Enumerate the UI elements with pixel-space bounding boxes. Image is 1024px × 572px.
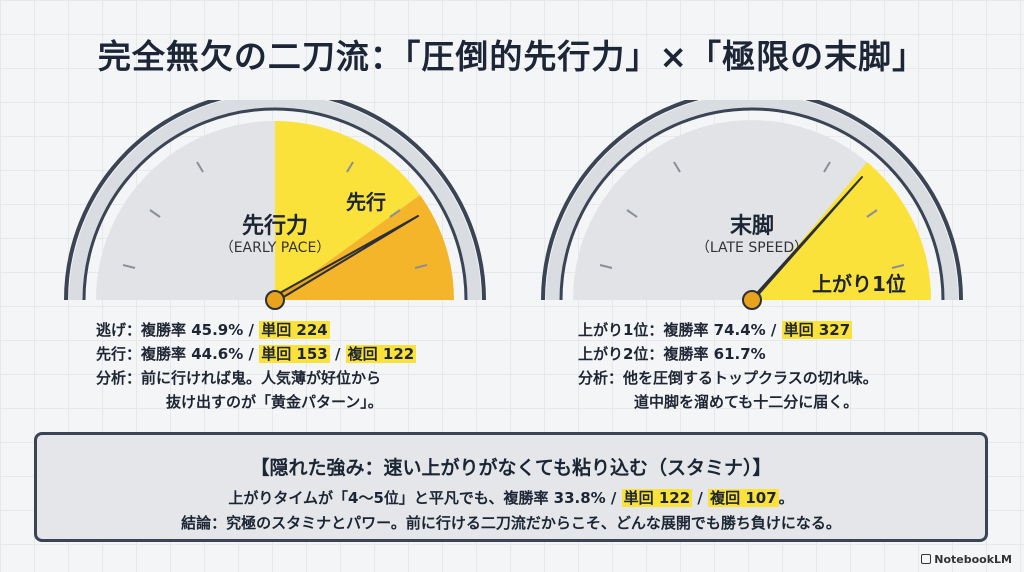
hidden-strength-box: 【隠れた強み：速い上がりがなくても粘り込む（スタミナ）】 上がりタイムが「4〜5… bbox=[34, 432, 988, 542]
box-title: 【隠れた強み：速い上がりがなくても粘り込む（スタミナ）】 bbox=[250, 457, 772, 479]
yellow-zone bbox=[275, 121, 420, 300]
needle bbox=[742, 176, 863, 310]
brand-text: NotebookLM bbox=[934, 553, 1012, 566]
box-text: 。 bbox=[778, 489, 794, 507]
stat-text: 先行：複勝率 44.6% / bbox=[96, 345, 260, 363]
late-speed-gauge bbox=[541, 100, 963, 310]
zone-label: 先行 bbox=[346, 190, 386, 214]
gauge-subtitle: （EARLY PACE） bbox=[219, 240, 331, 256]
early-pace-stats: 逃げ：複勝率 45.9% / 単回 224 先行：複勝率 44.6% / 単回 … bbox=[96, 318, 417, 414]
gauge-title: 先行力 bbox=[241, 214, 308, 239]
stat-line: 先行：複勝率 44.6% / 単回 153 / 複回 122 bbox=[96, 342, 417, 366]
analysis-line: 道中脚を溜めても十二分に届く。 bbox=[634, 393, 859, 411]
yellow-zone bbox=[752, 162, 932, 300]
highlight-value: 単回 122 bbox=[621, 489, 693, 507]
analysis-line: 抜け出すのが「黄金パターン」。 bbox=[166, 393, 383, 411]
gray-zone bbox=[96, 121, 275, 300]
analysis-line: 分析：他を圧倒するトップクラスの切れ味。 bbox=[578, 369, 878, 387]
stat-text: 逃げ：複勝率 45.9% / bbox=[96, 321, 260, 339]
highlight-value: 単回 153 bbox=[259, 345, 330, 363]
separator: / bbox=[692, 489, 709, 507]
conclusion-line: 結論：究極のスタミナとパワー。前に行ける二刀流だからこそ、どんな展開でも勝ち負け… bbox=[181, 514, 841, 532]
analysis-line: 分析：前に行ければ鬼。人気薄が好位から bbox=[96, 369, 382, 387]
box-line: 上がりタイムが「4〜5位」と平凡でも、複勝率 33.8% / 単回 122 / … bbox=[37, 487, 985, 508]
stat-text: 上がり1位：複勝率 74.4% / bbox=[578, 321, 782, 339]
highlight-value: 複回 107 bbox=[708, 489, 779, 507]
separator: / bbox=[329, 345, 346, 363]
highlight-value: 単回 327 bbox=[781, 321, 853, 339]
stat-line: 上がり2位：複勝率 61.7% bbox=[578, 345, 766, 363]
zone-label: 上がり1位 bbox=[812, 272, 906, 296]
box-text: 上がりタイムが「4〜5位」と平凡でも、複勝率 33.8% / bbox=[228, 489, 622, 507]
gauge-subtitle: （LATE SPEED） bbox=[695, 240, 809, 256]
stat-line: 逃げ：複勝率 45.9% / 単回 224 bbox=[96, 318, 416, 342]
highlight-value: 単回 224 bbox=[259, 321, 330, 339]
highlight-value: 複回 122 bbox=[345, 345, 417, 363]
early-pace-gauge bbox=[64, 100, 486, 310]
notebook-icon bbox=[921, 554, 932, 564]
late-speed-stats: 上がり1位：複勝率 74.4% / 単回 327 上がり2位：複勝率 61.7%… bbox=[578, 318, 878, 414]
stat-line: 上がり1位：複勝率 74.4% / 単回 327 bbox=[578, 318, 878, 342]
gauge-title: 末脚 bbox=[729, 214, 774, 239]
page-title: 完全無欠の二刀流：「圧倒的先行力」×「極限の末脚」 bbox=[97, 37, 927, 76]
gray-zone bbox=[572, 120, 867, 300]
needle bbox=[265, 215, 419, 310]
brand-watermark: NotebookLM bbox=[921, 553, 1012, 566]
